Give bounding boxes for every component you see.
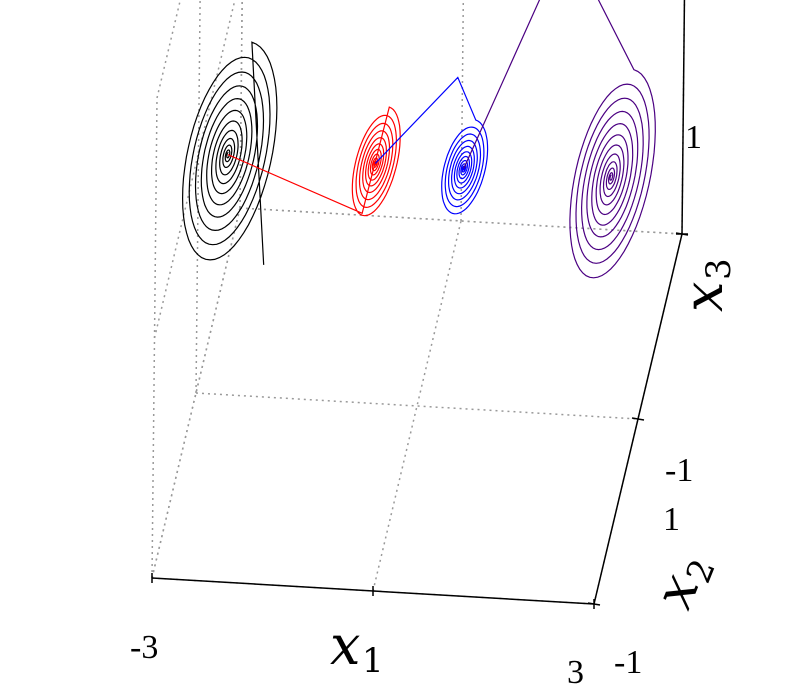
x1-axis-label: x 1 (330, 614, 384, 681)
grid-lines (151, 0, 686, 605)
x3-tick-min: -1 (665, 452, 693, 489)
trajectory-series-1 (181, 41, 278, 265)
grid-line (239, 207, 683, 235)
trajectories (181, 0, 656, 279)
grid-line (195, 0, 201, 394)
grid-line (239, 0, 243, 209)
x1-tick-min: -3 (130, 629, 158, 666)
x1-tick-max: 3 (567, 654, 584, 691)
svg-text:x: x (330, 614, 360, 677)
x2-tick-mark (587, 602, 601, 606)
x3-axis-line (681, 0, 686, 235)
x2-tick-max: 1 (663, 501, 680, 538)
x3-tick-max: 1 (685, 119, 702, 156)
grid-line (195, 392, 639, 420)
x3-axis-label: x 3 (672, 258, 739, 312)
svg-text:x: x (672, 282, 735, 312)
trajectory-series-2 (227, 106, 401, 217)
x2-tick-min: -1 (614, 644, 642, 681)
trajectory-series-4 (463, 0, 656, 279)
x2-tick-mark (631, 417, 645, 421)
grid-line (156, 0, 182, 99)
axes-box (151, 0, 689, 609)
grid-line (372, 220, 462, 592)
svg-text:3: 3 (699, 258, 739, 280)
trajectory-series-3 (374, 76, 489, 215)
svg-text:1: 1 (362, 641, 384, 681)
x2-axis-label: x 2 (642, 554, 724, 617)
